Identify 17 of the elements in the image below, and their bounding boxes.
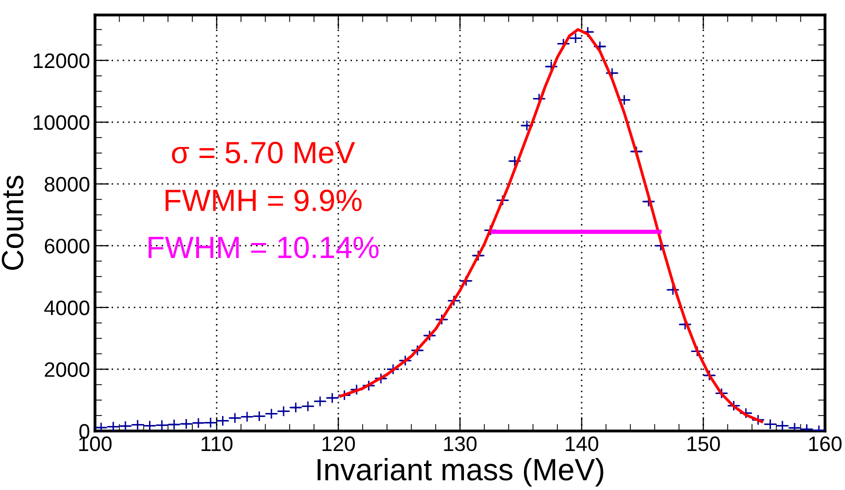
x-tick-label: 150 (688, 436, 720, 452)
y-tick-label: 10000 (34, 115, 90, 130)
x-tick-label: 110 (202, 436, 232, 452)
y-tick-label: 4000 (44, 300, 90, 316)
y-tick-label: 2000 (44, 362, 90, 377)
y-tick-label: 8000 (44, 176, 90, 192)
y-axis-title: Counts (2, 176, 24, 270)
x-tick-label: 120 (322, 436, 355, 452)
x-axis-title: Invariant mass (MeV) (318, 458, 604, 487)
x-tick-label: 160 (809, 436, 842, 452)
x-tick-label: 140 (566, 436, 598, 452)
y-tick-label: 12000 (34, 53, 90, 68)
y-tick-label: 6000 (44, 238, 90, 254)
annotation: FWMH = 9.9% (166, 190, 362, 212)
annotation: σ = 5.70 MeV (172, 142, 356, 164)
annotation: FWHM = 10.14% (148, 236, 379, 258)
x-tick-label: 130 (444, 436, 477, 452)
